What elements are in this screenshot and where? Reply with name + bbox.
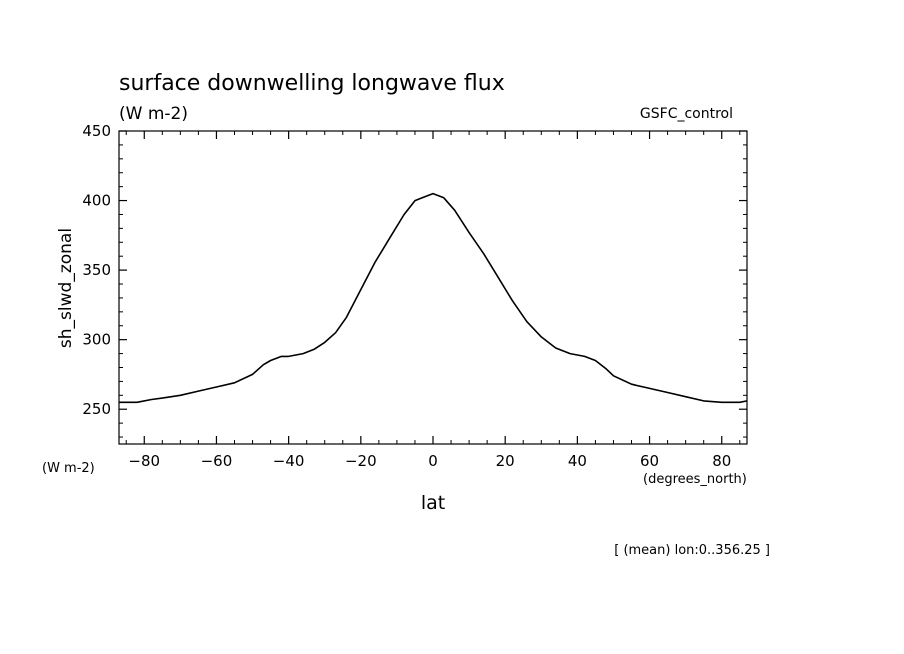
x-tick-label: 0	[428, 452, 438, 470]
plot-frame	[118, 130, 748, 445]
x-axis-label: lat	[421, 492, 445, 514]
chart-title: surface downwelling longwave flux	[119, 71, 505, 96]
x-tick-label: −20	[345, 452, 377, 470]
x-tick-label: −40	[273, 452, 305, 470]
units-label: (W m-2)	[119, 104, 188, 124]
x-tick-label: 60	[640, 452, 659, 470]
run-label: GSFC_control	[640, 106, 733, 122]
x-units-label: (degrees_north)	[643, 472, 747, 487]
y-tick-label: 300	[82, 331, 111, 349]
plot-area: −80 −60 −40 −20 0 20 40 60 80 250 300 350 400 450	[82, 122, 748, 470]
y-tick-label: 400	[82, 192, 111, 210]
x-tick-label: 20	[496, 452, 515, 470]
x-tick-label: −60	[201, 452, 233, 470]
y-axis-label: sh_slwd_zonal	[56, 228, 76, 348]
y-units-corner-label: (W m-2)	[42, 461, 95, 476]
y-tick-label: 450	[82, 122, 111, 140]
series-line	[119, 192, 748, 404]
y-tick-label: 250	[82, 400, 111, 418]
footnote: [ (mean) lon:0..356.25 ]	[614, 543, 770, 558]
y-tick-label: 350	[82, 261, 111, 279]
x-tick-label: 40	[568, 452, 587, 470]
x-tick-label: −80	[128, 452, 160, 470]
x-tick-label: 80	[712, 452, 731, 470]
